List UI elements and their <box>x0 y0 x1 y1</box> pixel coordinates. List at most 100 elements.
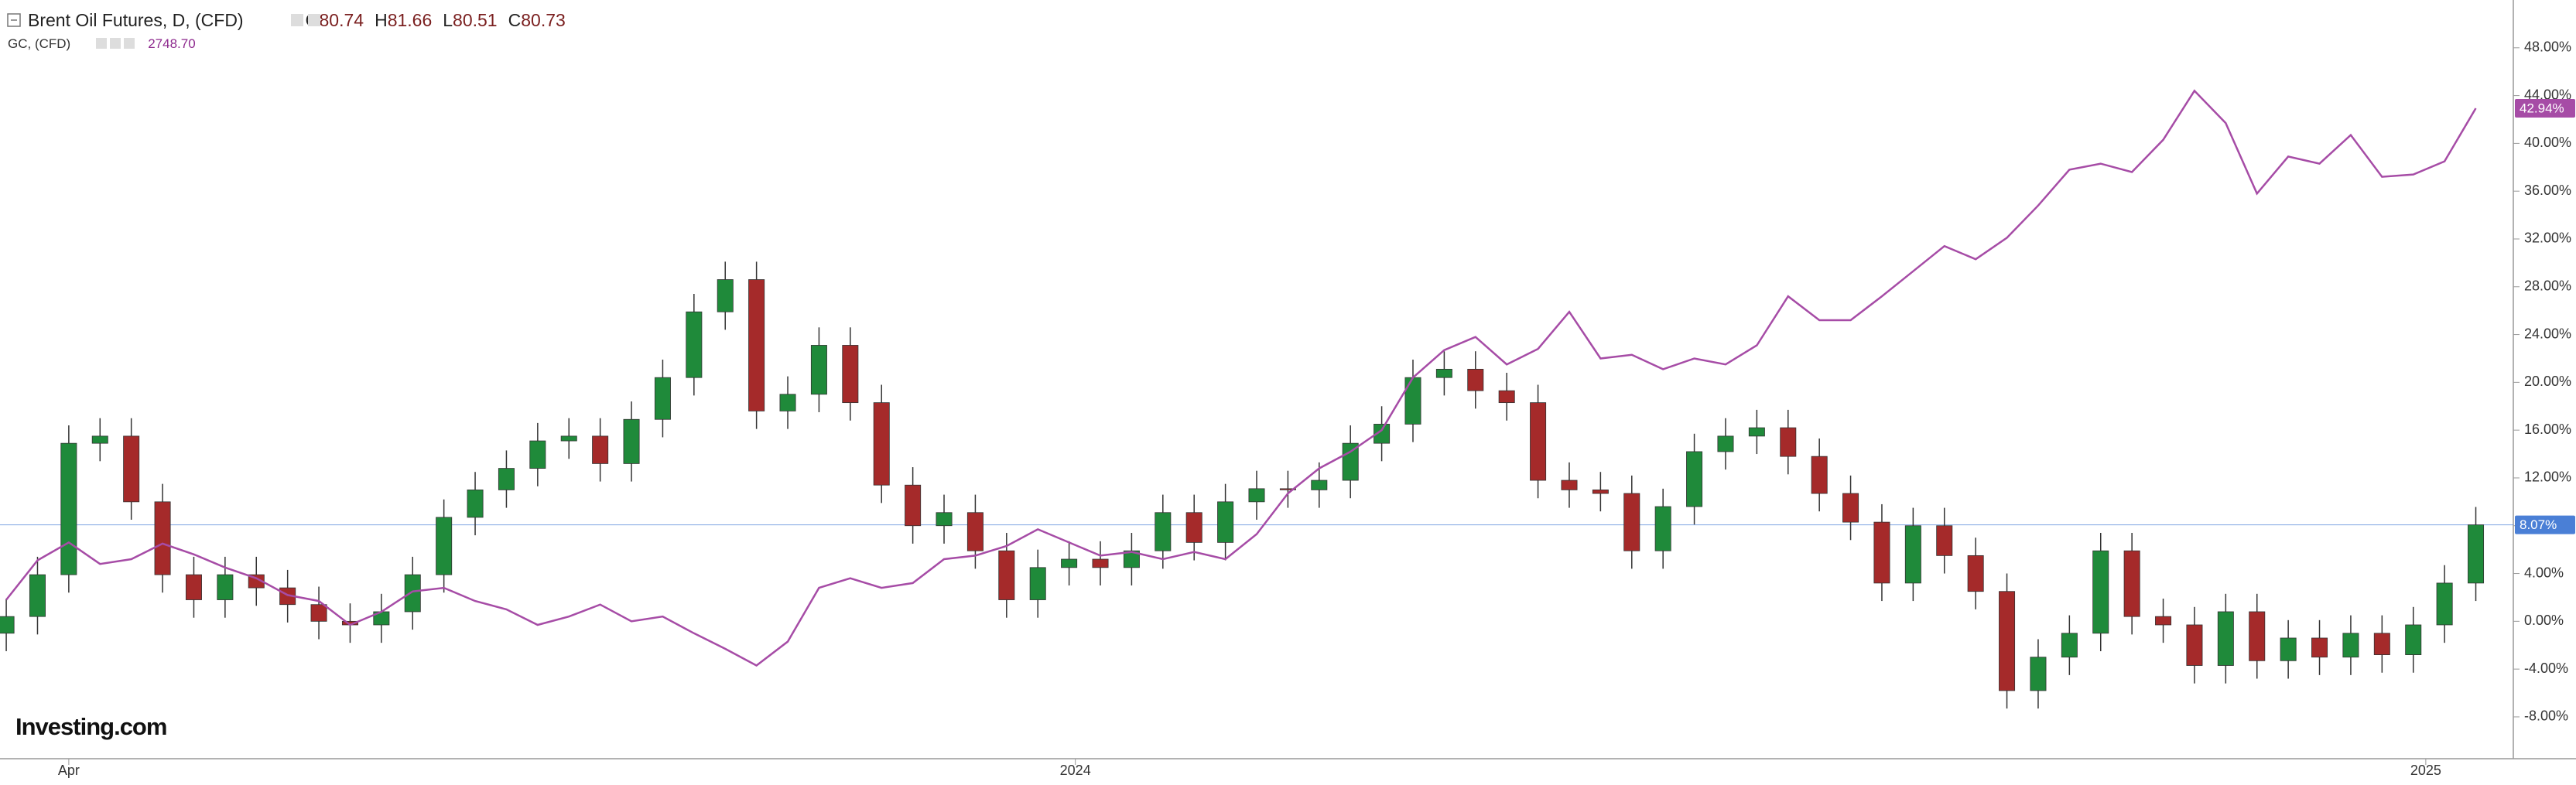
x-tick-label: 2025 <box>2410 763 2441 778</box>
last-value-label: 42.94% <box>2520 101 2564 115</box>
candle-body <box>1936 525 1953 556</box>
candle-body <box>467 490 484 518</box>
candle-body <box>248 574 265 589</box>
ohlc-value: 80.74 <box>320 10 364 30</box>
candle-body <box>2061 633 2078 658</box>
ohlc-key: L <box>443 10 453 30</box>
candle-body <box>217 574 234 600</box>
candle-body <box>873 402 890 486</box>
candle-body <box>842 345 859 404</box>
candle-body <box>1279 488 1296 490</box>
candle-body <box>905 484 922 527</box>
candle-body <box>998 550 1015 600</box>
candle-body <box>1342 442 1359 481</box>
watermark: Investing.com <box>15 713 166 740</box>
candle-body <box>1248 488 1265 503</box>
candle-body <box>2342 633 2359 658</box>
candle-body <box>810 345 827 395</box>
candle-body <box>936 512 953 527</box>
candle-body <box>779 394 796 411</box>
candle-body <box>185 574 202 600</box>
close-icon[interactable] <box>124 38 135 49</box>
y-tick-label: 36.00% <box>2524 183 2571 198</box>
candle-body <box>1561 480 1578 490</box>
last-value-label: 8.07% <box>2520 517 2557 532</box>
candle-body <box>2030 657 2047 691</box>
settings-icon[interactable] <box>96 38 107 49</box>
gc-header: GC, (CFD) 2748.70 <box>8 36 196 51</box>
candle-body <box>1374 424 1391 444</box>
candle-body <box>1498 390 1515 404</box>
ohlc-value: 81.66 <box>388 10 433 30</box>
candle-body <box>1592 490 1609 494</box>
close-icon[interactable] <box>308 14 320 26</box>
y-tick-label: 20.00% <box>2524 374 2571 389</box>
candle-body <box>1780 427 1797 457</box>
collapse-icon[interactable] <box>7 13 21 27</box>
ohlc-value: 80.51 <box>453 10 498 30</box>
candle-body <box>1748 427 1765 437</box>
candle-body <box>623 418 640 464</box>
candle-body <box>2405 624 2422 655</box>
candle-body <box>1311 480 1328 490</box>
candle-body <box>1029 567 1046 600</box>
visibility-icon[interactable] <box>110 38 121 49</box>
candle-body <box>1873 521 1890 584</box>
candle-body <box>1155 512 1172 551</box>
candle-body <box>2280 637 2297 661</box>
plot-area <box>0 89 2513 709</box>
candle-body <box>310 604 327 622</box>
y-tick-label: -4.00% <box>2524 660 2568 676</box>
ohlc-value: 80.73 <box>521 10 566 30</box>
candle-body <box>2123 550 2140 617</box>
candle-body <box>2186 624 2203 666</box>
candle-body <box>686 311 703 378</box>
candle-body <box>1967 555 1984 592</box>
candle-body <box>2311 637 2328 658</box>
candle-body <box>123 435 140 503</box>
candle-body <box>717 279 734 312</box>
candle-body <box>29 574 46 617</box>
ohlc-key: C <box>508 10 522 30</box>
candle-body <box>1185 512 1202 543</box>
candle-body <box>654 377 671 420</box>
x-tick-label: Apr <box>58 763 80 778</box>
candle-body <box>1530 402 1547 481</box>
last-value-badge <box>2515 98 2575 118</box>
candle-body <box>1123 550 1140 568</box>
candle-body <box>2249 611 2266 661</box>
candle-body <box>1654 506 1671 551</box>
y-tick-label: 32.00% <box>2524 230 2571 246</box>
candle-body <box>1904 525 1921 584</box>
series-name: Brent Oil Futures, D, (CFD) <box>28 10 244 30</box>
line-series <box>5 89 2477 667</box>
candle-body <box>966 512 984 551</box>
y-tick-label: 24.00% <box>2524 326 2571 341</box>
candle-body <box>1999 591 2016 691</box>
settings-icon[interactable] <box>291 14 303 26</box>
candle-body <box>1061 558 1078 568</box>
y-tick-label: 40.00% <box>2524 135 2571 150</box>
gc-price: 2748.70 <box>148 36 195 51</box>
x-tick-label: 2024 <box>1060 763 1091 778</box>
candle-body <box>1092 558 1109 568</box>
candle-body <box>2217 611 2234 666</box>
candle-body <box>1686 451 1703 507</box>
candle-body <box>498 468 515 490</box>
y-tick-label: 44.00% <box>2524 87 2571 102</box>
y-tick-label: -8.00% <box>2524 708 2568 724</box>
candle-body <box>592 435 609 464</box>
candle-body <box>2155 616 2172 626</box>
candle-body <box>1811 456 1828 494</box>
y-tick-label: 4.00% <box>2524 565 2564 580</box>
candle-body <box>2373 633 2390 655</box>
candle-body <box>529 440 546 469</box>
y-tick-label: 28.00% <box>2524 278 2571 294</box>
candle-body <box>1217 501 1234 543</box>
y-tick-label: 16.00% <box>2524 422 2571 437</box>
series-name: GC, (CFD) <box>8 36 70 51</box>
candle-body <box>1435 368 1452 378</box>
